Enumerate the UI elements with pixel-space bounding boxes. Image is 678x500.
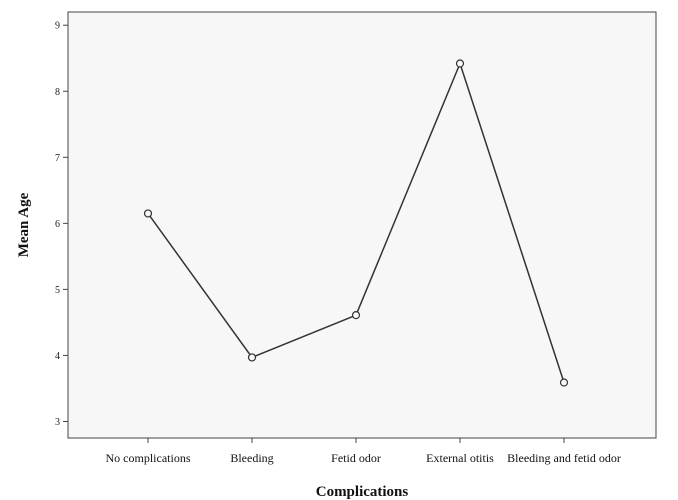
x-category-label: External otitis xyxy=(426,451,494,465)
y-axis-title: Mean Age xyxy=(16,192,32,257)
plot-area xyxy=(67,11,657,439)
x-axis-ticks: No complications Bleeding Fetid odor Extern… xyxy=(106,438,621,465)
y-axis-ticks: 3 4 5 6 7 8 9 xyxy=(55,21,68,428)
y-tick-label: 6 xyxy=(55,219,60,230)
y-tick-label: 8 xyxy=(55,87,60,98)
x-category-label: Fetid odor xyxy=(331,451,381,465)
y-tick-label: 4 xyxy=(55,351,60,362)
data-points xyxy=(143,59,569,387)
y-tick-label: 3 xyxy=(55,417,60,428)
x-category-label: Bleeding and fetid odor xyxy=(507,451,621,465)
x-category-label: Bleeding xyxy=(230,451,273,465)
data-point xyxy=(247,353,257,362)
y-tick-label: 7 xyxy=(55,153,60,164)
x-category-label: No complications xyxy=(106,451,191,465)
data-point xyxy=(455,59,465,68)
y-tick-label: 5 xyxy=(55,285,60,296)
data-point xyxy=(143,209,153,218)
x-axis-title: Complications xyxy=(316,484,409,500)
data-point xyxy=(559,378,569,387)
data-point xyxy=(351,311,361,320)
y-tick-label: 9 xyxy=(55,21,60,32)
